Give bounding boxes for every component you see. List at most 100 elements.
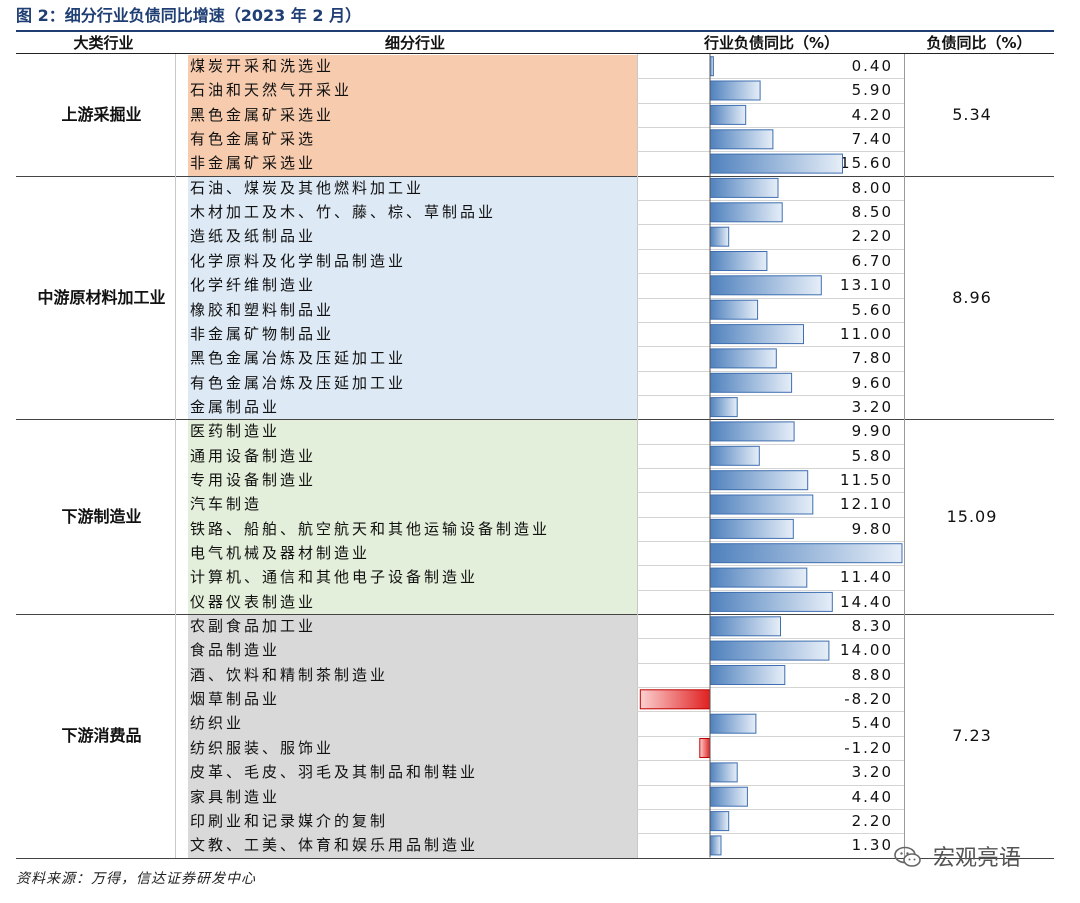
row-divider xyxy=(637,784,904,786)
row-divider xyxy=(637,346,904,348)
cell-divider xyxy=(637,54,638,176)
bar xyxy=(709,372,793,393)
group-divider xyxy=(16,614,1054,616)
group-total: 8.96 xyxy=(952,287,992,307)
row-divider xyxy=(637,516,904,518)
subindustry-name: 非金属矿采选业 xyxy=(190,154,317,173)
cell-divider xyxy=(175,419,176,615)
bar-value-label: 7.80 xyxy=(851,349,893,368)
row-divider xyxy=(637,273,904,275)
subindustry-name: 专用设备制造业 xyxy=(190,470,317,489)
group-label: 下游消费品 xyxy=(61,725,142,745)
bar xyxy=(709,786,748,807)
group-label: 中游原材料加工业 xyxy=(37,287,166,307)
row-divider xyxy=(637,127,904,129)
group-label: 上游采掘业 xyxy=(61,104,142,124)
cell-divider xyxy=(904,54,905,176)
bar-value-label: 14.00 xyxy=(840,641,893,660)
bar xyxy=(699,738,711,758)
bar-value-label: 0.40 xyxy=(851,57,893,75)
row-divider xyxy=(637,78,904,80)
group-divider xyxy=(16,857,1054,859)
header-total: 负债同比（%） xyxy=(926,34,1032,52)
header-rule xyxy=(16,53,1054,54)
bar xyxy=(709,518,794,539)
bar xyxy=(709,543,903,564)
bar xyxy=(709,762,738,783)
subindustry-name: 医药制造业 xyxy=(190,422,281,441)
figure-title: 图 2：细分行业负债同比增速（2023 年 2 月） xyxy=(16,6,362,25)
subindustry-name: 木材加工及木、竹、藤、棕、草制品业 xyxy=(190,203,497,222)
bar-value-label: 12.10 xyxy=(840,495,893,514)
bar xyxy=(709,324,804,345)
bar xyxy=(709,665,786,685)
header-category: 大类行业 xyxy=(73,34,134,52)
bar xyxy=(709,226,730,247)
subindustry-name: 橡胶和塑料制品业 xyxy=(190,300,335,319)
row-divider xyxy=(637,833,904,835)
bar xyxy=(709,348,777,369)
group-divider xyxy=(16,419,1054,421)
bar-value-label: 5.80 xyxy=(851,446,893,465)
bar xyxy=(709,713,757,734)
bar-value-label: 11.00 xyxy=(840,324,893,343)
group-total: 7.23 xyxy=(952,725,992,745)
row-divider xyxy=(637,687,904,689)
bar xyxy=(709,299,759,320)
title-rule xyxy=(16,30,1054,32)
bar-value-label: 4.40 xyxy=(851,787,893,806)
subindustry-name: 造纸及纸制品业 xyxy=(190,227,317,246)
group-background xyxy=(188,615,637,858)
row-divider xyxy=(637,200,904,202)
row-divider xyxy=(637,492,904,494)
subindustry-name: 石油、煤炭及其他燃料加工业 xyxy=(190,178,425,197)
bar-value-label: 8.30 xyxy=(851,617,893,636)
subindustry-name: 非金属矿物制品业 xyxy=(190,324,335,343)
bar xyxy=(709,129,774,150)
bar-value-label: 2.20 xyxy=(851,811,893,830)
bar-value-label: 5.90 xyxy=(851,81,893,100)
bar-value-label: -1.20 xyxy=(844,738,893,757)
row-divider xyxy=(637,370,904,372)
row-divider xyxy=(637,735,904,737)
bar-value-label: 8.00 xyxy=(851,178,893,197)
subindustry-name: 电气机械及器材制造业 xyxy=(190,544,371,562)
subindustry-name: 计算机、通信和其他电子设备制造业 xyxy=(190,568,479,587)
bar xyxy=(709,80,761,101)
source-note: 资料来源：万得，信达证券研发中心 xyxy=(16,871,256,887)
bar-value-label: 6.70 xyxy=(851,251,893,270)
bar xyxy=(709,470,809,491)
bar-value-label: 4.20 xyxy=(851,105,893,124)
bar-value-label: 3.20 xyxy=(851,397,893,416)
bar-value-label: 3.20 xyxy=(851,763,893,782)
cell-divider xyxy=(904,175,905,420)
bar xyxy=(709,640,830,661)
row-divider xyxy=(637,662,904,664)
watermark: 宏观亮语 xyxy=(894,840,1021,872)
bar xyxy=(639,689,711,710)
bar xyxy=(709,494,814,515)
row-divider xyxy=(637,808,904,810)
bar-value-label: 2.20 xyxy=(851,227,893,246)
bar xyxy=(709,56,714,77)
bar-value-label: 13.10 xyxy=(840,276,893,295)
table-header: 大类行业 细分行业 行业负债同比（%） 负债同比（%） xyxy=(16,32,1054,54)
row-divider xyxy=(637,711,904,713)
subindustry-name: 酒、饮料和精制茶制造业 xyxy=(190,665,389,684)
bar-value-label: 8.80 xyxy=(851,665,893,684)
cell-divider xyxy=(904,419,905,615)
subindustry-name: 农副食品加工业 xyxy=(190,617,317,636)
row-divider xyxy=(637,467,904,469)
subindustry-name: 皮革、毛皮、羽毛及其制品和制鞋业 xyxy=(190,763,479,782)
row-divider xyxy=(637,224,904,226)
row-divider xyxy=(637,394,904,396)
row-divider xyxy=(637,102,904,104)
group-background xyxy=(188,176,637,420)
bar-value-label: 9.80 xyxy=(851,519,893,538)
row-divider xyxy=(637,638,904,640)
row-divider xyxy=(637,565,904,567)
row-divider xyxy=(637,297,904,299)
subindustry-name: 黑色金属冶炼及压延加工业 xyxy=(190,349,407,368)
bar xyxy=(709,275,822,296)
